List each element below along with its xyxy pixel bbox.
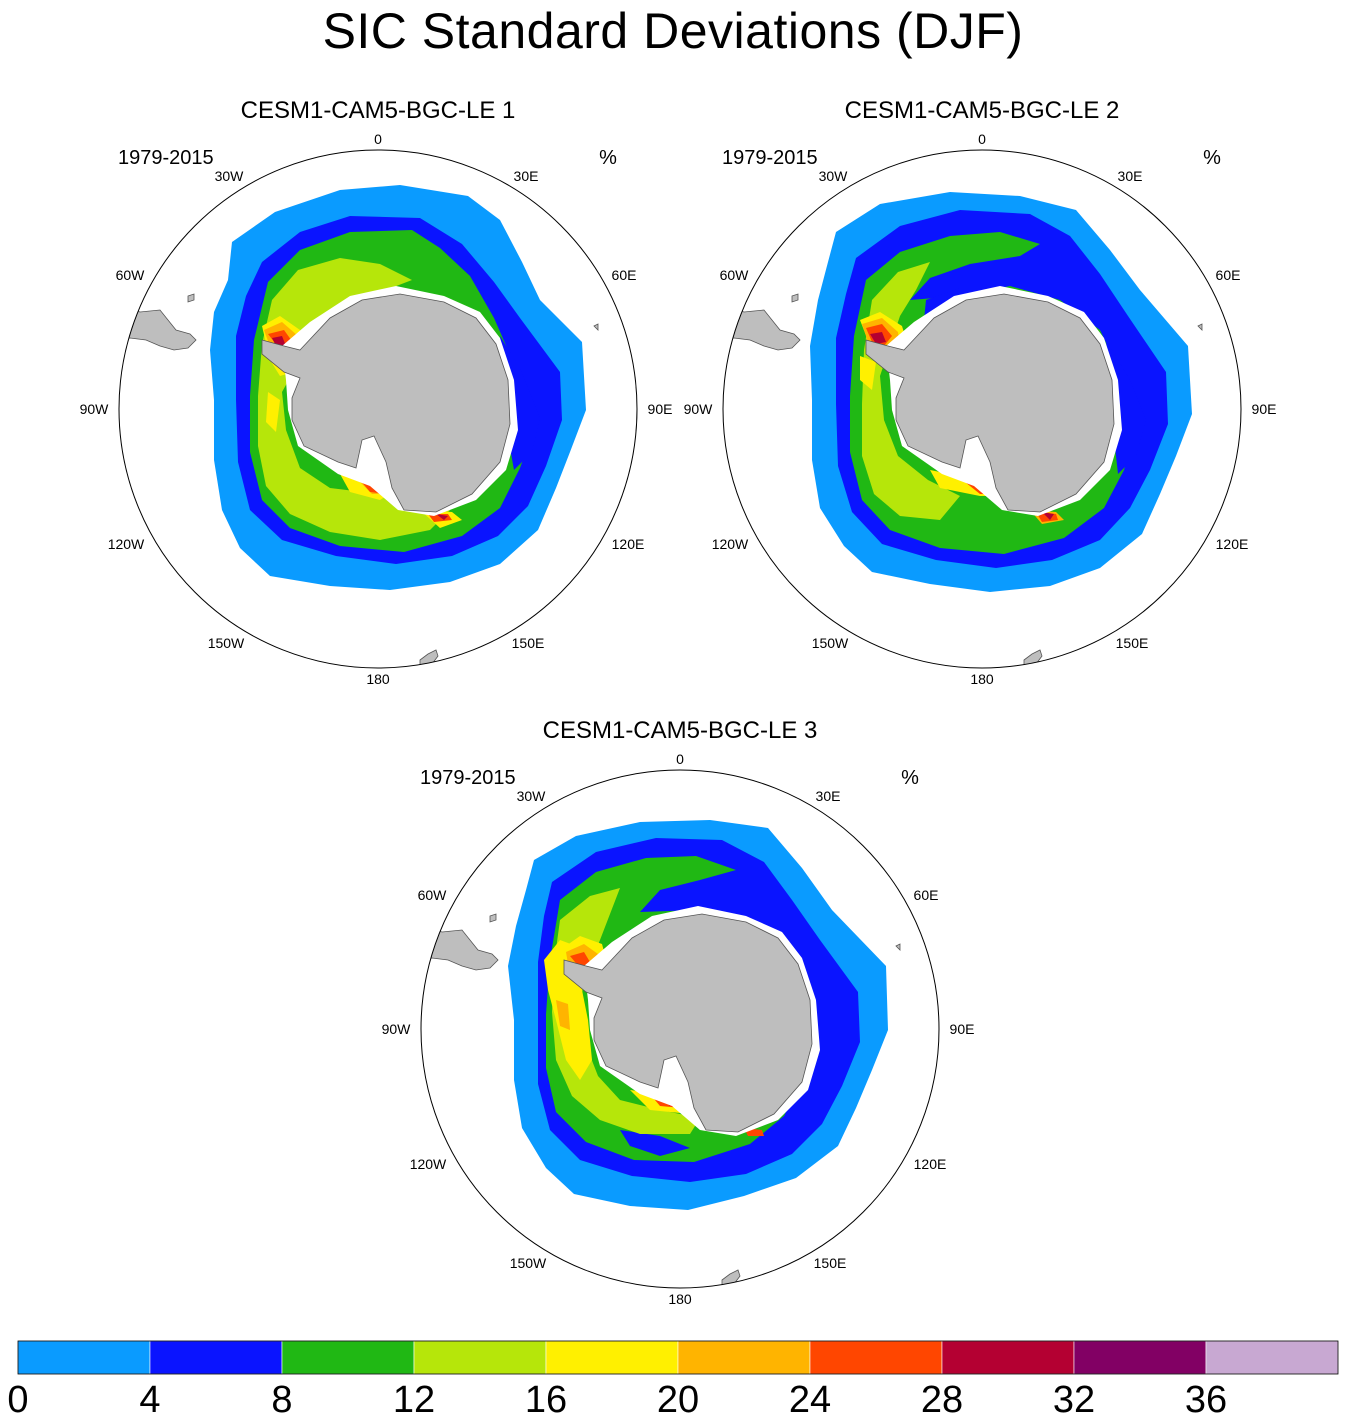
panel-2-map xyxy=(723,150,1241,668)
panel-2-units: % xyxy=(1203,147,1221,169)
panel-3-lon-60e: 60E xyxy=(914,887,939,903)
panel-2-lon-0: 0 xyxy=(978,131,986,147)
panel-1-lon-labels: 0 30E 60E 90E 120E 150E 180 150W 120W 90… xyxy=(80,131,673,687)
panel-1-lon-60e: 60E xyxy=(612,267,637,283)
panel-2-lon-120w: 120W xyxy=(712,536,749,552)
panel-2-lon-180: 180 xyxy=(970,671,994,687)
panel-1-lon-180: 180 xyxy=(366,671,390,687)
panel-2-field-28-32 xyxy=(870,332,886,344)
map-panels: CESM1-CAM5-BGC-LE 1 1979-2015 % xyxy=(80,97,1277,1307)
panel-2-lon-150w: 150W xyxy=(812,635,849,651)
colorbar-swatch xyxy=(149,1340,283,1375)
panel-1-lon-90e: 90E xyxy=(648,401,673,417)
panel-1-lon-30e: 30E xyxy=(514,168,539,184)
panel-1-antarctica xyxy=(261,293,511,513)
panel-3-period: 1979-2015 xyxy=(420,767,516,789)
panel-3-map xyxy=(421,770,939,1288)
panel-2-lon-90w: 90W xyxy=(684,401,714,417)
panel-1-lon-90w: 90W xyxy=(80,401,110,417)
panel-1-title: CESM1-CAM5-BGC-LE 1 xyxy=(241,97,516,124)
panel-1: CESM1-CAM5-BGC-LE 1 1979-2015 % xyxy=(80,97,673,687)
panel-2-lon-60e: 60E xyxy=(1216,267,1241,283)
panel-2-lon-150e: 150E xyxy=(1116,635,1149,651)
panel-3-lon-60w: 60W xyxy=(418,887,448,903)
colorbar-tick-label: 28 xyxy=(921,1379,963,1421)
panel-1-lon-120e: 120E xyxy=(612,536,645,552)
panel-3-field-24-28 xyxy=(570,952,590,968)
colorbar-swatch xyxy=(1073,1340,1207,1375)
panel-3-boundary xyxy=(420,769,940,1289)
panel-2-antarctica xyxy=(865,293,1115,513)
colorbar-swatch xyxy=(809,1340,943,1375)
colorbar-tick-label: 8 xyxy=(271,1379,292,1421)
panel-3-lon-120w: 120W xyxy=(410,1156,447,1172)
panel-2: CESM1-CAM5-BGC-LE 2 1979-2015 % xyxy=(684,97,1277,687)
figure-title: SIC Standard Deviations (DJF) xyxy=(322,3,1024,59)
panel-2-lon-60w: 60W xyxy=(720,267,750,283)
panel-3-lon-0: 0 xyxy=(676,751,684,767)
colorbar-swatch xyxy=(677,1340,811,1375)
panel-3: CESM1-CAM5-BGC-LE 3 1979-2015 % xyxy=(382,717,975,1307)
panel-2-period: 1979-2015 xyxy=(722,147,818,169)
panel-2-boundary xyxy=(722,149,1242,669)
colorbar-swatch xyxy=(1205,1340,1339,1375)
panel-3-lon-180: 180 xyxy=(668,1291,692,1307)
colorbar-tick-label: 24 xyxy=(789,1379,831,1421)
colorbar-tick-label: 4 xyxy=(139,1379,160,1421)
panel-3-lon-30w: 30W xyxy=(517,788,547,804)
panel-3-lon-120e: 120E xyxy=(914,1156,947,1172)
panel-3-antarctica xyxy=(563,913,813,1133)
colorbar-tick-label: 0 xyxy=(7,1379,28,1421)
panel-3-lon-90w: 90W xyxy=(382,1021,412,1037)
colorbar-swatch xyxy=(941,1340,1075,1375)
panel-2-lon-30w: 30W xyxy=(819,168,849,184)
colorbar-swatch xyxy=(545,1340,679,1375)
colorbar-svg: 0 4 8 12 16 20 24 28 32 36 xyxy=(7,1340,1339,1421)
colorbar-tick-label: 32 xyxy=(1053,1379,1095,1421)
panel-2-lon-90e: 90E xyxy=(1252,401,1277,417)
panel-3-lon-labels: 0 30E 60E 90E 120E 150E 180 150W 120W 90… xyxy=(382,751,975,1307)
colorbar-swatch xyxy=(413,1340,547,1375)
colorbar-swatch xyxy=(17,1340,151,1375)
panel-3-title: CESM1-CAM5-BGC-LE 3 xyxy=(543,717,818,744)
panel-1-lon-30w: 30W xyxy=(215,168,245,184)
panel-1-period: 1979-2015 xyxy=(118,147,214,169)
panel-1-lon-60w: 60W xyxy=(116,267,146,283)
panel-1-boundary xyxy=(118,149,638,669)
panel-2-lon-120e: 120E xyxy=(1216,536,1249,552)
colorbar: 0 4 8 12 16 20 24 28 32 36 xyxy=(0,1330,1346,1423)
panel-3-lon-90e: 90E xyxy=(950,1021,975,1037)
panel-2-lon-30e: 30E xyxy=(1118,168,1143,184)
colorbar-tick-label: 16 xyxy=(525,1379,567,1421)
colorbar-swatch xyxy=(281,1340,415,1375)
panel-3-lon-30e: 30E xyxy=(816,788,841,804)
panel-1-lon-120w: 120W xyxy=(108,536,145,552)
panel-3-units: % xyxy=(901,767,919,789)
panel-1-units: % xyxy=(599,147,617,169)
colorbar-tick-label: 20 xyxy=(657,1379,699,1421)
panel-2-lon-labels: 0 30E 60E 90E 120E 150E 180 150W 120W 90… xyxy=(684,131,1277,687)
colorbar-tick-label: 12 xyxy=(393,1379,435,1421)
panel-1-lon-0: 0 xyxy=(374,131,382,147)
panel-2-title: CESM1-CAM5-BGC-LE 2 xyxy=(845,97,1120,124)
panel-1-lon-150w: 150W xyxy=(208,635,245,651)
panel-3-lon-150w: 150W xyxy=(510,1255,547,1271)
panel-1-lon-150e: 150E xyxy=(512,635,545,651)
panel-1-map xyxy=(119,150,637,668)
colorbar-tick-label: 36 xyxy=(1185,1379,1227,1421)
colorbar-frame xyxy=(17,1340,1339,1375)
panel-3-lon-150e: 150E xyxy=(814,1255,847,1271)
